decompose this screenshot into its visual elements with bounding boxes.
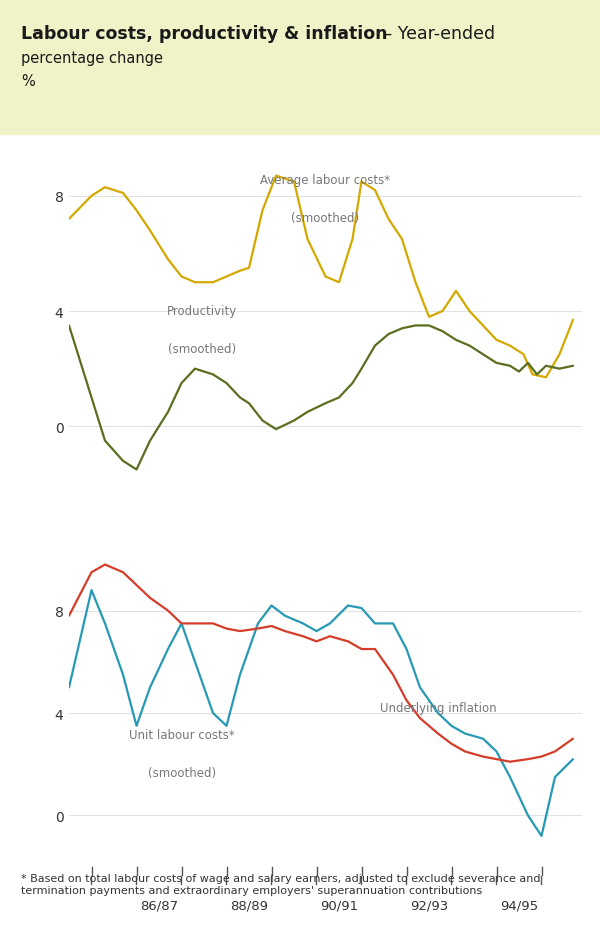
- Text: (smoothed): (smoothed): [148, 767, 216, 780]
- Text: %: %: [21, 74, 35, 89]
- Text: (smoothed): (smoothed): [169, 343, 236, 356]
- Text: (smoothed): (smoothed): [292, 211, 359, 224]
- Text: – Year-ended: – Year-ended: [378, 25, 495, 43]
- Text: Underlying inflation: Underlying inflation: [380, 701, 497, 714]
- Text: * Based on total labour costs of wage and salary earners, adjusted to exclude se: * Based on total labour costs of wage an…: [21, 873, 541, 895]
- Text: Average labour costs*: Average labour costs*: [260, 173, 391, 186]
- Text: Productivity: Productivity: [167, 305, 238, 318]
- Text: Unit labour costs*: Unit labour costs*: [129, 729, 235, 742]
- Text: Labour costs, productivity & inflation: Labour costs, productivity & inflation: [21, 25, 388, 43]
- Text: percentage change: percentage change: [21, 51, 163, 66]
